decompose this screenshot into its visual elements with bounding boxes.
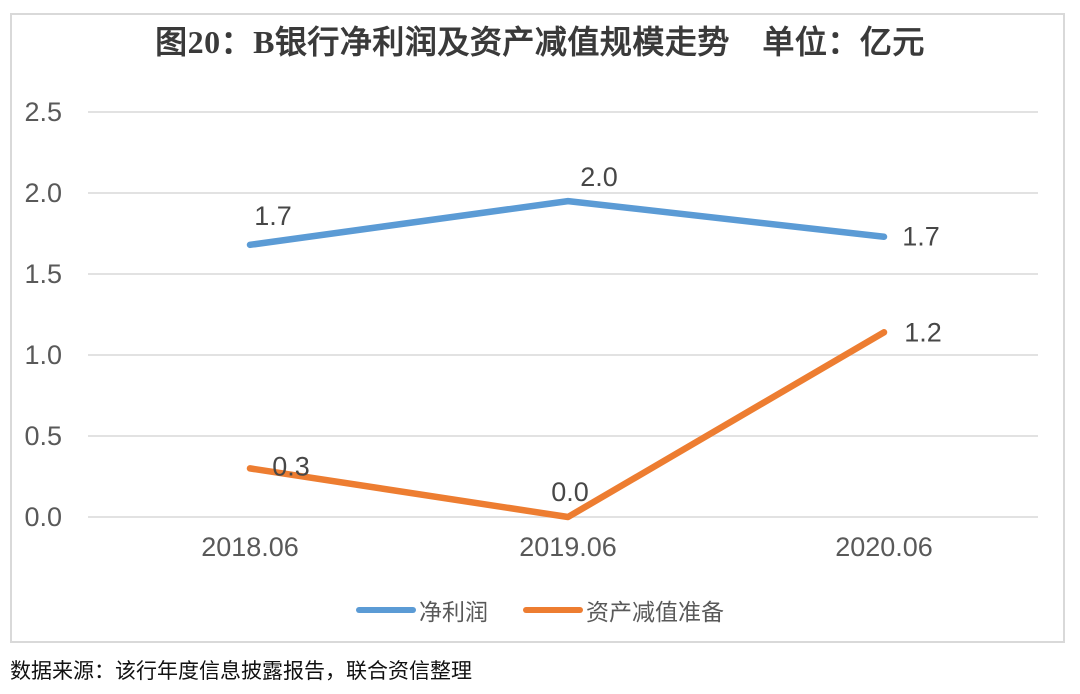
- y-tick-label: 1.0: [24, 340, 62, 370]
- data-label: 0.0: [551, 477, 589, 507]
- y-tick-label: 2.0: [24, 178, 62, 208]
- chart-title: 图20：B银行净利润及资产减值规模走势 单位：亿元: [155, 24, 925, 60]
- series-line-0: [246, 197, 888, 249]
- data-label: 2.0: [580, 162, 618, 192]
- legend-item-impairment: 资产减值准备: [523, 593, 724, 627]
- chart-frame: [10, 13, 1065, 643]
- y-tick-label: 2.5: [24, 97, 62, 127]
- legend-label-impairment: 资产减值准备: [586, 599, 724, 625]
- legend-swatch-impairment: [523, 607, 583, 613]
- data-label: 1.7: [254, 201, 292, 231]
- y-tick-label: 0.5: [24, 421, 62, 451]
- series-line-1: [246, 329, 888, 521]
- x-tick-label: 2018.06: [201, 532, 299, 562]
- y-tick-label: 1.5: [24, 259, 62, 289]
- legend-swatch-net-profit: [356, 607, 416, 613]
- y-tick-label: 0.0: [24, 502, 62, 532]
- data-label: 1.2: [904, 317, 942, 347]
- data-label: 0.3: [272, 451, 310, 481]
- source-note: 数据来源：该行年度信息披露报告，联合资信整理: [10, 659, 472, 683]
- chart-legend: 净利润 资产减值准备: [0, 593, 1080, 627]
- legend-label-net-profit: 净利润: [419, 599, 488, 625]
- x-tick-label: 2020.06: [835, 532, 933, 562]
- data-label: 1.7: [902, 222, 940, 252]
- legend-item-net-profit: 净利润: [356, 593, 488, 627]
- x-tick-label: 2019.06: [519, 532, 617, 562]
